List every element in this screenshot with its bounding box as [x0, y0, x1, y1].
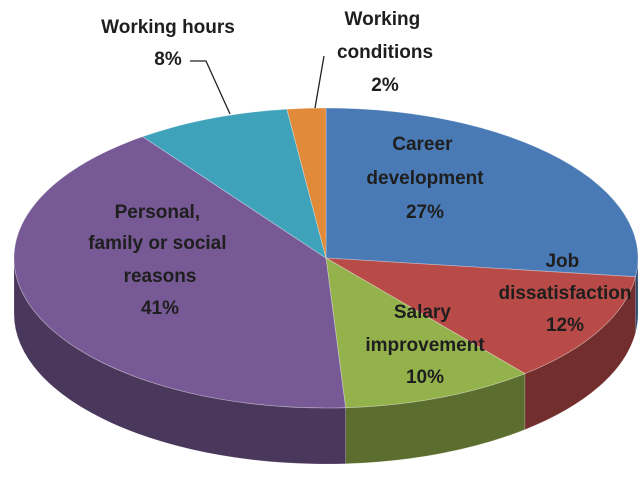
label-line: Personal,: [115, 202, 206, 223]
label-line: improvement: [365, 335, 485, 356]
value-label: 10%: [406, 367, 444, 388]
label-line: Career: [392, 134, 458, 155]
label-line: Job: [545, 251, 584, 272]
leader-line: [314, 55, 325, 109]
category-label: Career development: [366, 134, 484, 189]
value-label: 27%: [406, 202, 444, 223]
category-label: Personal, family or social reasons: [88, 202, 232, 287]
slice: [286, 107, 327, 259]
slice: [325, 257, 526, 409]
category-label: Working hours: [101, 17, 235, 38]
value-label: 12%: [546, 315, 584, 336]
label-line: dissatisfaction: [498, 283, 631, 304]
label-line: Working: [345, 9, 426, 30]
label-line: reasons: [124, 266, 197, 287]
value-label: 41%: [141, 298, 179, 319]
category-label: Salary improvement: [365, 302, 485, 356]
label-line: family or social: [88, 233, 232, 254]
slice: [325, 257, 637, 375]
category-label: Job dissatisfaction: [498, 251, 631, 304]
slice: [141, 108, 327, 259]
leader-line: [190, 60, 231, 115]
label-line: Salary: [394, 302, 456, 323]
value-label: 2%: [371, 75, 399, 96]
value-label: 8%: [154, 49, 182, 70]
category-label: Working conditions: [337, 9, 433, 63]
label-line: development: [366, 168, 484, 189]
slice: [325, 107, 639, 278]
slice: [13, 136, 347, 409]
label-line: Working hours: [101, 17, 235, 38]
label-line: conditions: [337, 42, 433, 63]
